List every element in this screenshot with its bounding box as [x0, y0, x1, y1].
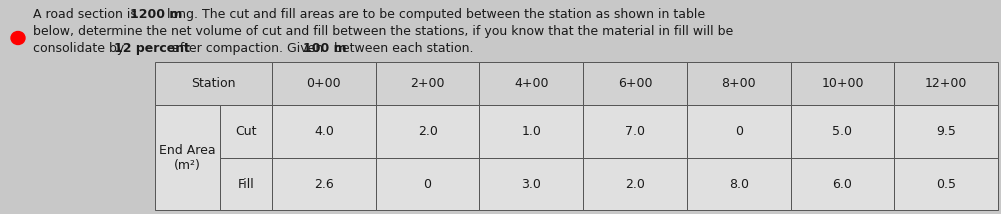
- Text: 0+00: 0+00: [306, 77, 341, 90]
- Text: 2.0: 2.0: [417, 125, 437, 138]
- Bar: [479, 105, 584, 158]
- Bar: [375, 62, 479, 105]
- Bar: [220, 158, 272, 210]
- Text: End Area
(m²): End Area (m²): [159, 144, 216, 171]
- Text: 0: 0: [423, 177, 431, 190]
- Text: 7.0: 7.0: [625, 125, 645, 138]
- Text: 1200 m: 1200 m: [130, 8, 182, 21]
- Bar: [894, 62, 998, 105]
- Text: 0: 0: [735, 125, 743, 138]
- Text: between each station.: between each station.: [330, 42, 473, 55]
- Bar: [894, 105, 998, 158]
- Text: 100 m: 100 m: [303, 42, 346, 55]
- Text: 0.5: 0.5: [936, 177, 956, 190]
- Text: 10+00: 10+00: [821, 77, 864, 90]
- Bar: [791, 158, 894, 210]
- Text: 9.5: 9.5: [936, 125, 956, 138]
- Bar: [479, 62, 584, 105]
- Bar: [220, 105, 272, 158]
- Text: consolidate by: consolidate by: [33, 42, 128, 55]
- Bar: [791, 105, 894, 158]
- Text: after compaction. Given: after compaction. Given: [168, 42, 327, 55]
- Bar: [894, 158, 998, 210]
- Text: 6+00: 6+00: [618, 77, 653, 90]
- Bar: [584, 62, 687, 105]
- Bar: [584, 158, 687, 210]
- Text: 4.0: 4.0: [314, 125, 333, 138]
- Bar: [687, 158, 791, 210]
- Text: 12+00: 12+00: [925, 77, 967, 90]
- Bar: [479, 158, 584, 210]
- Text: Fill: Fill: [237, 177, 254, 190]
- Text: 4+00: 4+00: [515, 77, 549, 90]
- Text: 12 percent: 12 percent: [114, 42, 190, 55]
- Text: 2.0: 2.0: [625, 177, 645, 190]
- Text: Cut: Cut: [235, 125, 256, 138]
- Text: 3.0: 3.0: [522, 177, 542, 190]
- Text: 6.0: 6.0: [833, 177, 853, 190]
- Text: 8.0: 8.0: [729, 177, 749, 190]
- Bar: [375, 158, 479, 210]
- Text: 2.6: 2.6: [314, 177, 333, 190]
- Text: A road section is: A road section is: [33, 8, 141, 21]
- Bar: [272, 105, 375, 158]
- Bar: [375, 105, 479, 158]
- Text: Station: Station: [191, 77, 236, 90]
- Bar: [155, 105, 220, 210]
- Bar: [155, 62, 272, 105]
- Text: 2+00: 2+00: [410, 77, 444, 90]
- Bar: [791, 62, 894, 105]
- Bar: [272, 158, 375, 210]
- Text: 8+00: 8+00: [722, 77, 756, 90]
- Bar: [272, 62, 375, 105]
- Bar: [584, 105, 687, 158]
- Bar: [687, 62, 791, 105]
- Bar: [687, 105, 791, 158]
- Ellipse shape: [11, 31, 25, 45]
- Text: 1.0: 1.0: [522, 125, 542, 138]
- Text: long. The cut and fill areas are to be computed between the station as shown in : long. The cut and fill areas are to be c…: [162, 8, 705, 21]
- Text: below, determine the net volume of cut and fill between the stations, if you kno: below, determine the net volume of cut a…: [33, 25, 734, 38]
- Text: 5.0: 5.0: [833, 125, 853, 138]
